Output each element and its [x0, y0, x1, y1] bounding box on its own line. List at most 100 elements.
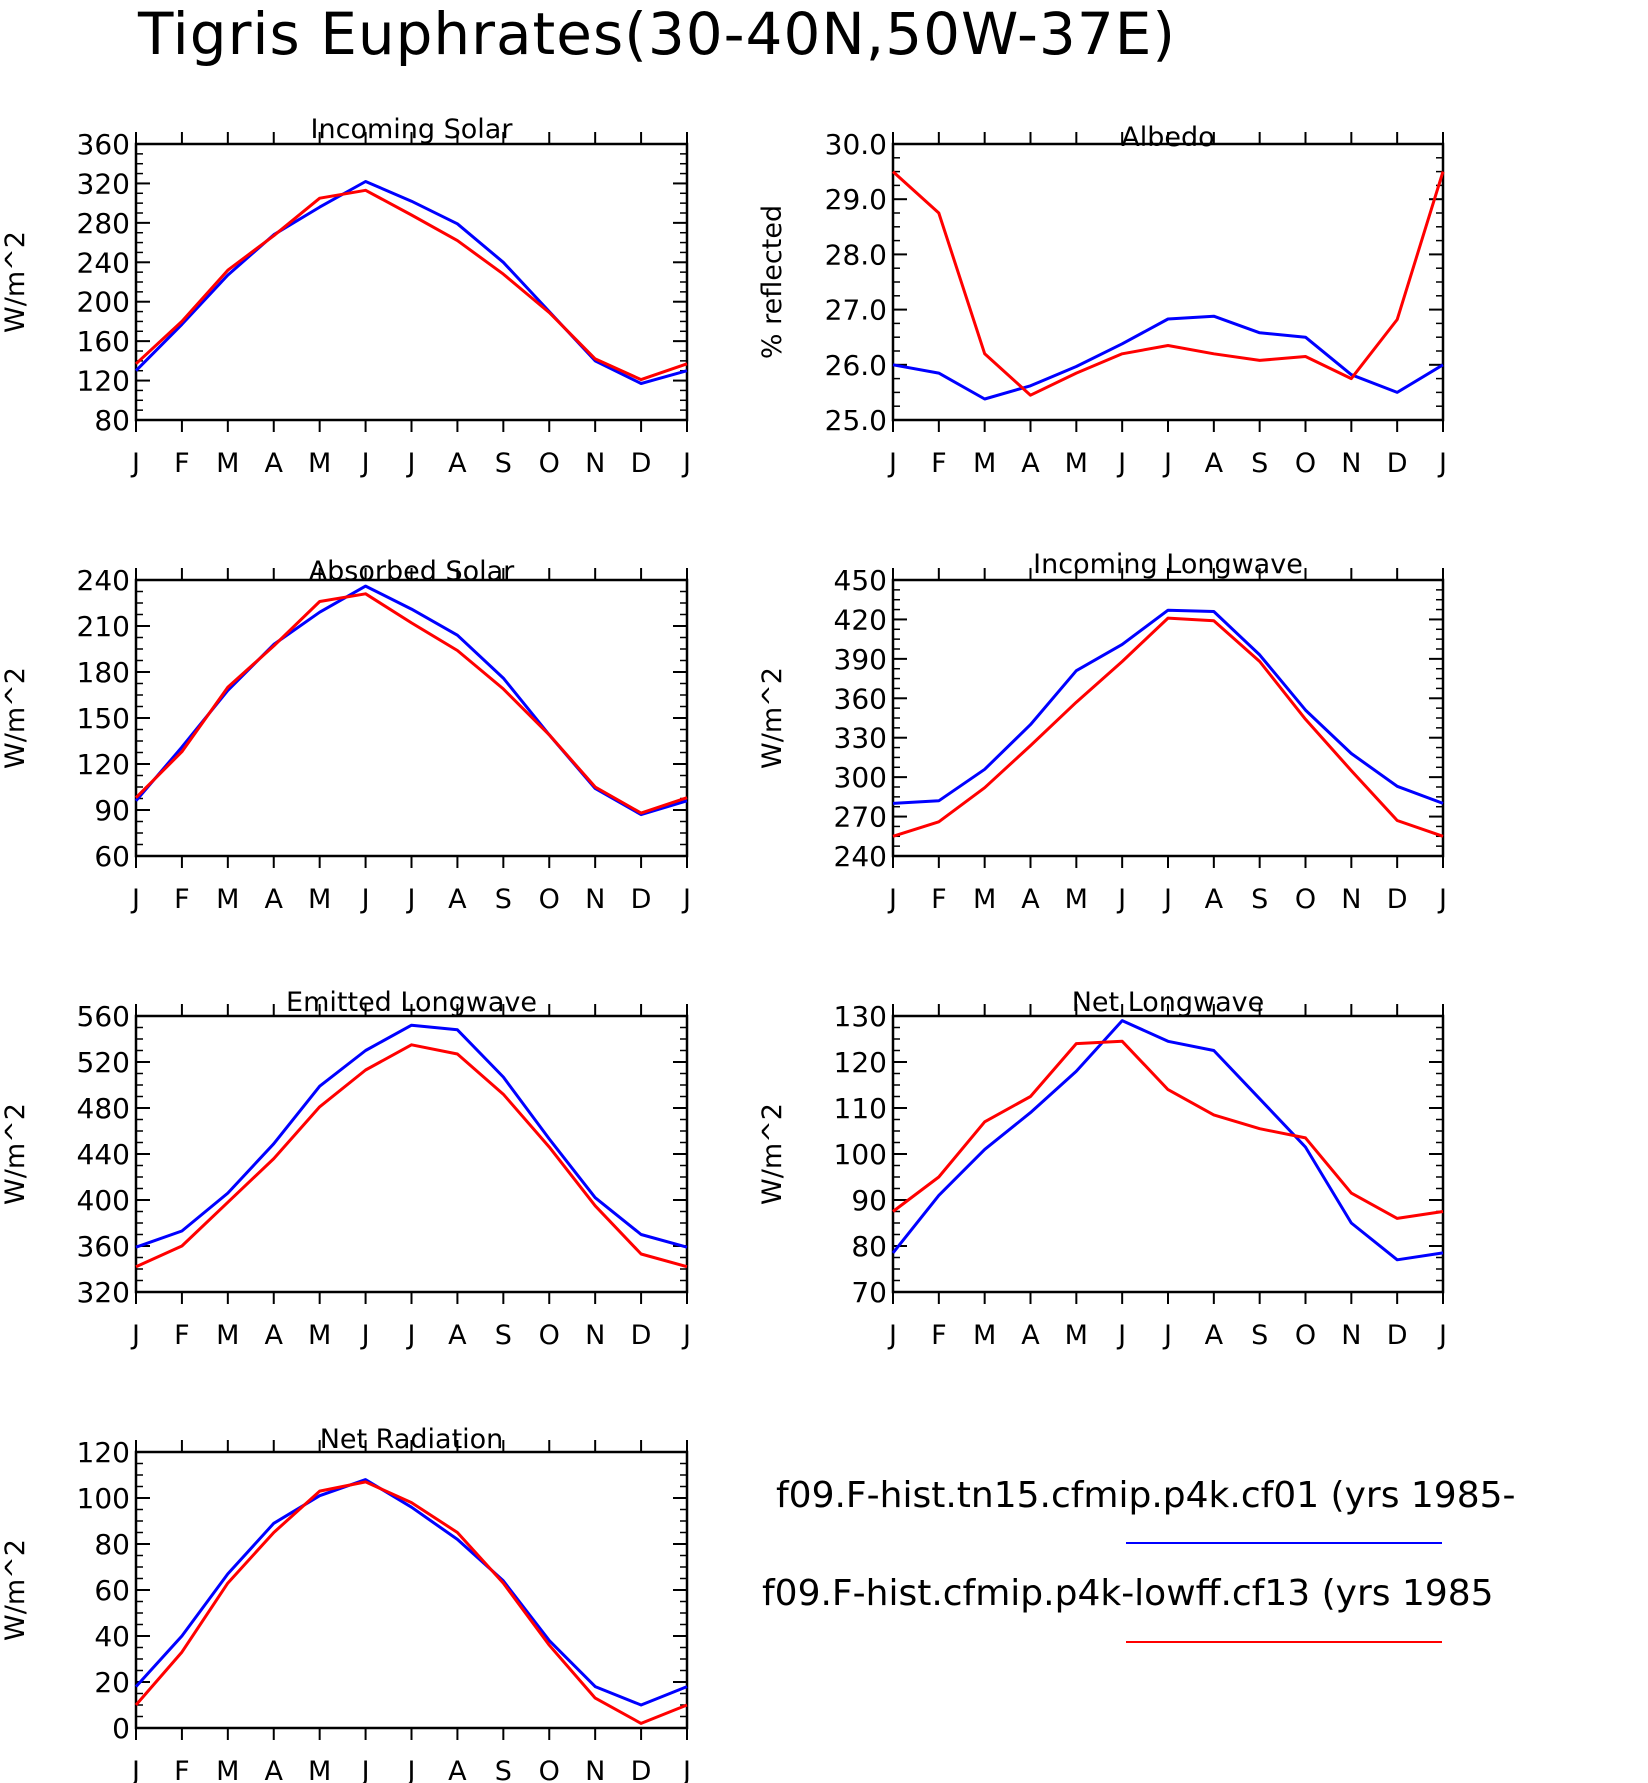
y-tick-label: 80 — [94, 1528, 130, 1561]
y-tick-label: 420 — [834, 603, 887, 636]
x-tick-label: O — [539, 884, 560, 915]
x-tick-label: A — [1205, 448, 1224, 479]
y-tick-label: 560 — [77, 1000, 130, 1033]
x-tick-label: F — [931, 448, 947, 479]
legend-label-1: f09.F-hist.cfmip.p4k-lowff.cf13 (yrs 198… — [762, 1573, 1494, 1614]
x-tick-label: J — [130, 1320, 140, 1351]
x-tick-label: J — [360, 1320, 370, 1351]
y-tick-label: 90 — [94, 794, 130, 827]
y-tick-label: 27.0 — [825, 294, 887, 327]
x-tick-label: J — [681, 1320, 691, 1351]
x-tick-label: S — [495, 1320, 512, 1351]
x-tick-label: M — [308, 1320, 331, 1351]
x-tick-label: D — [1387, 884, 1408, 915]
x-tick-label: M — [1065, 884, 1088, 915]
x-tick-label: J — [360, 884, 370, 915]
x-tick-label: M — [216, 1320, 239, 1351]
plot-frame — [891, 1014, 1445, 1294]
x-tick-label: D — [631, 884, 652, 915]
plot-frame — [891, 578, 1445, 858]
x-tick-label: O — [1295, 1320, 1316, 1351]
x-tick-label: N — [1341, 448, 1361, 479]
y-tick-label: 240 — [77, 564, 130, 597]
panel-1: Albedo% reflected25.026.027.028.029.030.… — [757, 122, 1447, 479]
x-tick-label: S — [495, 884, 512, 915]
y-tick-label: 60 — [94, 1574, 130, 1607]
y-tick-label: 30.0 — [825, 128, 887, 161]
x-tick-label: D — [631, 1756, 652, 1783]
x-tick-label: J — [887, 1320, 897, 1351]
y-tick-label: 450 — [834, 564, 887, 597]
x-tick-label: S — [1251, 1320, 1268, 1351]
x-tick-label: O — [539, 1756, 560, 1783]
x-tick-label: J — [1162, 448, 1172, 479]
x-tick-label: N — [585, 448, 605, 479]
y-tick-label: 360 — [834, 682, 887, 715]
x-tick-label: M — [308, 448, 331, 479]
x-tick-label: A — [448, 1320, 467, 1351]
series-line-red — [891, 170, 1445, 397]
x-tick-label: A — [448, 1756, 467, 1783]
figure-title: Tigris Euphrates(30-40N,50W-37E) — [137, 0, 1176, 68]
x-tick-label: A — [1021, 884, 1040, 915]
x-tick-label: M — [1065, 448, 1088, 479]
x-tick-label: J — [130, 1756, 140, 1783]
y-tick-label: 390 — [834, 643, 887, 676]
x-tick-label: A — [265, 1320, 284, 1351]
chart-panels: Incoming SolarW/m^2801201602002402803203… — [0, 114, 1447, 1783]
x-tick-label: J — [681, 884, 691, 915]
y-tick-label: 520 — [77, 1046, 130, 1079]
x-tick-label: O — [539, 448, 560, 479]
y-tick-label: 120 — [77, 748, 130, 781]
x-tick-label: J — [406, 1320, 416, 1351]
x-tick-label: J — [406, 1756, 416, 1783]
y-tick-label: 210 — [77, 610, 130, 643]
x-tick-label: O — [1295, 448, 1316, 479]
x-tick-label: S — [495, 448, 512, 479]
x-tick-label: M — [216, 1756, 239, 1783]
y-axis-label: W/m^2 — [757, 667, 788, 769]
series-line-blue — [134, 1478, 688, 1707]
x-tick-label: M — [308, 1756, 331, 1783]
x-tick-label: A — [1205, 1320, 1224, 1351]
x-tick-label: J — [130, 884, 140, 915]
y-tick-label: 60 — [94, 840, 130, 873]
y-tick-label: 320 — [77, 1276, 130, 1309]
x-tick-label: M — [308, 884, 331, 915]
y-tick-label: 150 — [77, 702, 130, 735]
x-tick-label: S — [1251, 448, 1268, 479]
x-tick-label: J — [887, 884, 897, 915]
x-tick-label: A — [448, 448, 467, 479]
y-axis-label: W/m^2 — [0, 667, 31, 769]
y-tick-label: 120 — [77, 1436, 130, 1469]
x-tick-label: J — [360, 448, 370, 479]
y-tick-label: 28.0 — [825, 238, 887, 271]
y-tick-label: 360 — [77, 128, 130, 161]
y-tick-label: 180 — [77, 656, 130, 689]
panel-0: Incoming SolarW/m^2801201602002402803203… — [0, 114, 691, 479]
x-tick-label: J — [130, 448, 140, 479]
y-tick-label: 26.0 — [825, 349, 887, 382]
series-line-blue — [892, 314, 1444, 401]
panel-4: Emitted LongwaveW/m^23203604004404805205… — [0, 987, 691, 1351]
series-line-red — [134, 188, 688, 382]
x-tick-label: J — [1116, 448, 1126, 479]
x-tick-label: J — [681, 1756, 691, 1783]
y-axis-label: % reflected — [757, 205, 788, 359]
x-tick-label: N — [1341, 1320, 1361, 1351]
panel-3: Incoming LongwaveW/m^2240270300330360390… — [757, 549, 1447, 915]
series-line-blue — [892, 608, 1444, 805]
y-tick-label: 440 — [77, 1138, 130, 1171]
y-tick-label: 20 — [94, 1666, 130, 1699]
x-tick-label: F — [174, 1756, 190, 1783]
x-tick-label: M — [973, 884, 996, 915]
x-tick-label: J — [406, 448, 416, 479]
x-tick-label: A — [1021, 448, 1040, 479]
y-tick-label: 240 — [77, 246, 130, 279]
y-tick-label: 400 — [77, 1184, 130, 1217]
legend-label-0: f09.F-hist.tn15.cfmip.p4k.cf01 (yrs 1985… — [776, 1475, 1516, 1516]
x-tick-label: N — [585, 884, 605, 915]
x-tick-label: J — [406, 884, 416, 915]
